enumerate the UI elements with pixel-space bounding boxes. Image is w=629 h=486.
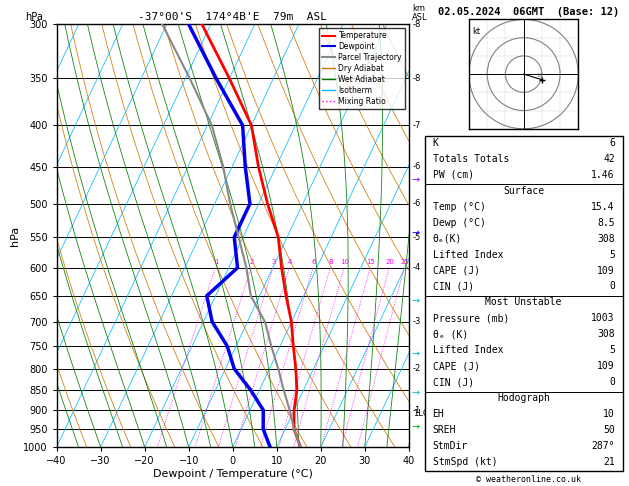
Text: -8: -8 bbox=[413, 20, 421, 29]
Text: hPa: hPa bbox=[25, 12, 43, 22]
Text: km
ASL: km ASL bbox=[413, 4, 428, 22]
X-axis label: Dewpoint / Temperature (°C): Dewpoint / Temperature (°C) bbox=[153, 469, 313, 479]
Text: 3: 3 bbox=[272, 259, 276, 265]
Legend: Temperature, Dewpoint, Parcel Trajectory, Dry Adiabat, Wet Adiabat, Isotherm, Mi: Temperature, Dewpoint, Parcel Trajectory… bbox=[319, 28, 405, 109]
Title: -37°00'S  174°4B'E  79m  ASL: -37°00'S 174°4B'E 79m ASL bbox=[138, 12, 327, 22]
Text: 6: 6 bbox=[609, 138, 615, 148]
Text: K: K bbox=[433, 138, 438, 148]
Text: CAPE (J): CAPE (J) bbox=[433, 361, 479, 371]
Text: 21: 21 bbox=[603, 457, 615, 467]
Text: 0: 0 bbox=[609, 281, 615, 292]
Text: Pressure (mb): Pressure (mb) bbox=[433, 313, 509, 323]
Text: 109: 109 bbox=[597, 361, 615, 371]
Text: 6: 6 bbox=[311, 259, 316, 265]
Text: Dewp (°C): Dewp (°C) bbox=[433, 218, 486, 227]
Text: 20: 20 bbox=[386, 259, 394, 265]
Text: Lifted Index: Lifted Index bbox=[433, 249, 503, 260]
Text: -3: -3 bbox=[413, 317, 421, 327]
Text: CIN (J): CIN (J) bbox=[433, 377, 474, 387]
Text: -1: -1 bbox=[413, 406, 421, 415]
Text: 42: 42 bbox=[603, 154, 615, 164]
Text: Lifted Index: Lifted Index bbox=[433, 346, 503, 355]
Text: →: → bbox=[412, 350, 420, 360]
Text: 50: 50 bbox=[603, 425, 615, 435]
Text: 5: 5 bbox=[609, 346, 615, 355]
Text: 1LCL: 1LCL bbox=[413, 410, 433, 418]
Y-axis label: hPa: hPa bbox=[10, 226, 20, 246]
Text: 10: 10 bbox=[340, 259, 350, 265]
Text: PW (cm): PW (cm) bbox=[433, 170, 474, 180]
Text: θₑ (K): θₑ (K) bbox=[433, 330, 468, 339]
Text: kt: kt bbox=[472, 27, 481, 36]
FancyBboxPatch shape bbox=[425, 136, 623, 471]
Text: 0: 0 bbox=[609, 377, 615, 387]
Text: -6: -6 bbox=[413, 199, 421, 208]
Text: Surface: Surface bbox=[503, 186, 544, 196]
Text: 25: 25 bbox=[401, 259, 409, 265]
Text: © weatheronline.co.uk: © weatheronline.co.uk bbox=[476, 474, 581, 484]
Text: 12: 12 bbox=[537, 73, 543, 78]
Text: 109: 109 bbox=[597, 265, 615, 276]
Text: 2: 2 bbox=[250, 259, 254, 265]
Text: Totals Totals: Totals Totals bbox=[433, 154, 509, 164]
Text: 1003: 1003 bbox=[591, 313, 615, 323]
Text: →: → bbox=[412, 228, 420, 238]
Text: Temp (°C): Temp (°C) bbox=[433, 202, 486, 211]
Text: 1.46: 1.46 bbox=[591, 170, 615, 180]
Text: -6: -6 bbox=[413, 162, 421, 171]
Text: -2: -2 bbox=[413, 364, 421, 373]
Text: 10: 10 bbox=[603, 409, 615, 419]
Text: 308: 308 bbox=[597, 234, 615, 243]
Text: 287°: 287° bbox=[591, 441, 615, 451]
Text: 8: 8 bbox=[329, 259, 333, 265]
Text: 4: 4 bbox=[288, 259, 292, 265]
Text: 15: 15 bbox=[367, 259, 376, 265]
Text: SREH: SREH bbox=[433, 425, 456, 435]
Text: -7: -7 bbox=[413, 121, 421, 130]
Text: CIN (J): CIN (J) bbox=[433, 281, 474, 292]
Text: StmDir: StmDir bbox=[433, 441, 468, 451]
Text: 5: 5 bbox=[609, 249, 615, 260]
Text: -8: -8 bbox=[413, 74, 421, 83]
Text: →: → bbox=[412, 423, 420, 433]
Text: CAPE (J): CAPE (J) bbox=[433, 265, 479, 276]
Text: Hodograph: Hodograph bbox=[497, 393, 550, 403]
Text: →: → bbox=[412, 296, 420, 306]
Text: -5: -5 bbox=[413, 233, 421, 242]
Text: 1: 1 bbox=[214, 259, 218, 265]
Text: 15.4: 15.4 bbox=[591, 202, 615, 211]
Text: -4: -4 bbox=[413, 263, 421, 272]
Text: Most Unstable: Most Unstable bbox=[486, 297, 562, 308]
Text: 02.05.2024  06GMT  (Base: 12): 02.05.2024 06GMT (Base: 12) bbox=[438, 7, 619, 17]
Text: StmSpd (kt): StmSpd (kt) bbox=[433, 457, 497, 467]
Text: →: → bbox=[412, 389, 420, 399]
Text: EH: EH bbox=[433, 409, 444, 419]
Text: θₑ(K): θₑ(K) bbox=[433, 234, 462, 243]
Text: →: → bbox=[412, 175, 420, 185]
Text: 308: 308 bbox=[597, 330, 615, 339]
Text: 8.5: 8.5 bbox=[597, 218, 615, 227]
